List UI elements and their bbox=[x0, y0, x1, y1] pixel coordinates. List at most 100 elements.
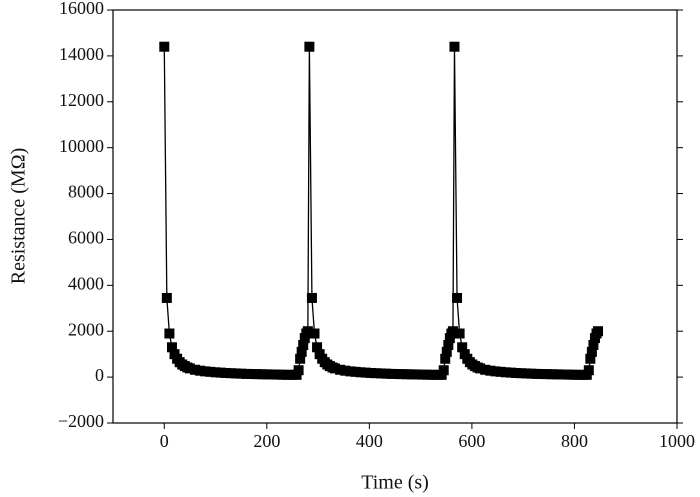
data-point bbox=[184, 363, 195, 374]
data-point bbox=[440, 353, 451, 364]
data-point bbox=[422, 369, 433, 380]
data-point bbox=[381, 368, 392, 379]
data-point bbox=[210, 367, 221, 378]
y-tick-label: 10000 bbox=[59, 136, 104, 156]
data-point bbox=[449, 41, 460, 52]
data-point bbox=[406, 369, 417, 380]
data-point bbox=[312, 342, 323, 353]
data-point bbox=[552, 369, 563, 380]
data-point bbox=[195, 365, 206, 376]
data-point bbox=[572, 369, 583, 380]
data-point bbox=[345, 366, 356, 377]
data-point bbox=[365, 367, 376, 378]
data-point bbox=[401, 369, 412, 380]
plot-frame bbox=[112, 9, 678, 424]
data-point bbox=[371, 368, 382, 379]
data-point bbox=[304, 41, 315, 52]
x-tick-label: 400 bbox=[356, 431, 383, 451]
y-tick-label: 8000 bbox=[68, 182, 104, 202]
data-point bbox=[282, 369, 293, 380]
data-point bbox=[586, 346, 597, 357]
data-point bbox=[166, 342, 177, 353]
data-point bbox=[526, 368, 537, 379]
data-point bbox=[511, 367, 522, 378]
data-point bbox=[531, 368, 542, 379]
data-point bbox=[200, 366, 211, 377]
data-point bbox=[330, 363, 341, 374]
data-point bbox=[557, 369, 568, 380]
data-point bbox=[546, 369, 557, 380]
data-point bbox=[309, 328, 320, 339]
data-point bbox=[225, 368, 236, 379]
data-point bbox=[296, 346, 307, 357]
y-tick-label: −2000 bbox=[58, 411, 104, 431]
data-point bbox=[396, 369, 407, 380]
y-tick-label: 14000 bbox=[59, 44, 104, 64]
data-point bbox=[355, 367, 366, 378]
data-point bbox=[438, 365, 449, 376]
data-point bbox=[452, 292, 463, 303]
data-point bbox=[220, 367, 231, 378]
data-point bbox=[231, 368, 242, 379]
data-point bbox=[236, 368, 247, 379]
data-point bbox=[205, 366, 216, 377]
data-point bbox=[441, 346, 452, 357]
data-point bbox=[376, 368, 387, 379]
data-point bbox=[521, 368, 532, 379]
data-point bbox=[261, 369, 272, 380]
data-point bbox=[417, 369, 428, 380]
x-axis-label: Time (s) bbox=[361, 472, 429, 494]
data-line bbox=[163, 46, 599, 376]
data-point bbox=[447, 326, 458, 337]
data-point bbox=[495, 366, 506, 377]
x-tick-label: 800 bbox=[561, 431, 588, 451]
data-point bbox=[593, 326, 604, 337]
data-point bbox=[427, 369, 438, 380]
data-point bbox=[360, 367, 371, 378]
data-point bbox=[475, 363, 486, 374]
data-point bbox=[215, 367, 226, 378]
data-point bbox=[516, 368, 527, 379]
data-point bbox=[272, 369, 283, 380]
data-point bbox=[241, 368, 252, 379]
data-point bbox=[505, 367, 516, 378]
data-point bbox=[391, 369, 402, 380]
data-point bbox=[588, 339, 599, 350]
data-point bbox=[536, 369, 547, 380]
y-tick-label: 16000 bbox=[59, 0, 104, 18]
data-point bbox=[567, 369, 578, 380]
y-tick-label: 0 bbox=[95, 365, 104, 385]
data-point bbox=[443, 339, 454, 350]
data-point bbox=[266, 369, 277, 380]
data-point bbox=[562, 369, 573, 380]
data-point bbox=[256, 369, 267, 380]
data-point bbox=[500, 367, 511, 378]
data-point bbox=[295, 353, 306, 364]
data-point bbox=[302, 326, 313, 337]
y-axis-label: Resistance (MΩ) bbox=[8, 148, 30, 285]
data-point bbox=[251, 369, 262, 380]
y-tick-label: 12000 bbox=[59, 90, 104, 110]
data-point bbox=[583, 365, 594, 376]
data-point bbox=[386, 368, 397, 379]
x-tick-label: 600 bbox=[458, 431, 485, 451]
data-point bbox=[277, 369, 288, 380]
data-point bbox=[164, 328, 175, 339]
x-tick-label: 1000 bbox=[659, 431, 695, 451]
data-point bbox=[340, 365, 351, 376]
data-point bbox=[298, 339, 309, 350]
data-point bbox=[293, 365, 304, 376]
data-point bbox=[457, 342, 468, 353]
x-tick-label: 0 bbox=[160, 431, 169, 451]
data-point bbox=[541, 369, 552, 380]
y-tick-label: 4000 bbox=[68, 273, 104, 293]
data-point bbox=[454, 328, 465, 339]
data-point bbox=[246, 369, 257, 380]
data-point bbox=[306, 292, 317, 303]
data-point bbox=[585, 353, 596, 364]
y-tick-label: 6000 bbox=[68, 228, 104, 248]
data-point bbox=[485, 365, 496, 376]
data-point bbox=[161, 292, 172, 303]
data-point bbox=[350, 366, 361, 377]
